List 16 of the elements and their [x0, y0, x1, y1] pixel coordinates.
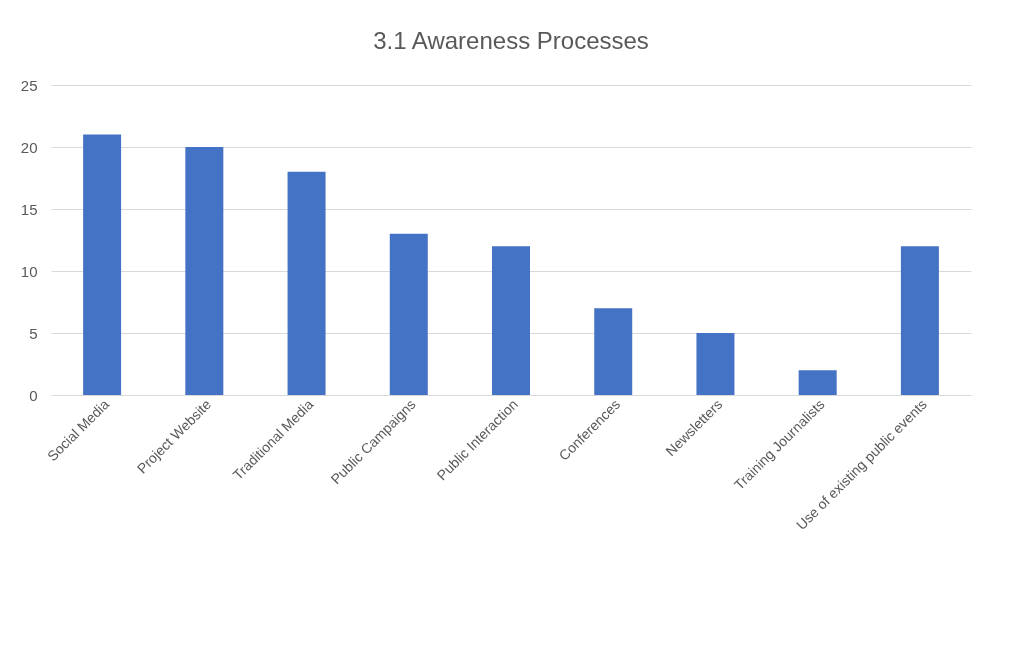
bar: [287, 171, 326, 395]
bar: [83, 134, 122, 395]
y-tick-label: 15: [20, 200, 38, 218]
bar: [389, 233, 428, 395]
y-tick-label: 0: [29, 386, 38, 404]
bar: [185, 147, 224, 395]
bar: [900, 246, 939, 395]
y-tick-label: 25: [20, 76, 38, 94]
bar: [492, 246, 530, 395]
y-tick-label: 20: [20, 138, 38, 156]
bar: [696, 333, 735, 395]
bar: [594, 308, 633, 395]
y-tick-label: 10: [20, 262, 38, 280]
bar: [798, 370, 837, 395]
y-tick-label: 5: [29, 324, 38, 342]
chart-title: 3.1 Awareness Processes: [373, 27, 649, 54]
